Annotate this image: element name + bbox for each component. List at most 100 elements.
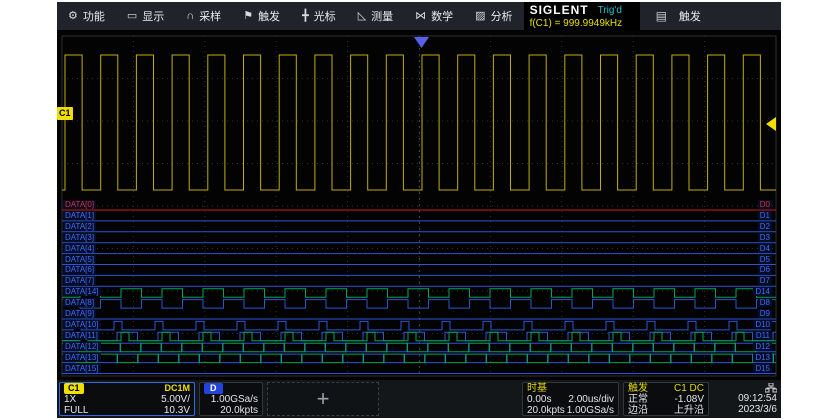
menu-math[interactable]: ⋈ 数学	[404, 2, 464, 30]
menu-acquire[interactable]: ∩ 采样	[175, 2, 232, 30]
menu-function[interactable]: ⚙ 功能	[57, 2, 116, 30]
digital-short-label-D2[interactable]: D2	[757, 221, 772, 231]
c1-probe: 1X	[64, 394, 77, 405]
history-icon[interactable]: ▤	[655, 9, 667, 23]
bottom-status-bar: C1 DC1M 1X 5.00V/ FULL 10.3V D 1.00GSa/s…	[57, 380, 781, 418]
digital-short-label-D7[interactable]: D7	[757, 276, 772, 286]
display-icon: ▭	[126, 9, 138, 22]
frequency-readout: f(C1) = 999.9949kHz	[529, 18, 623, 29]
digital-short-label-D3[interactable]: D3	[757, 232, 772, 242]
clock-box[interactable]: 09:12:54 2023/3/6	[713, 382, 779, 416]
digital-label-D2[interactable]: DATA[2]	[63, 221, 97, 231]
digital-short-label-D5[interactable]: D5	[757, 254, 772, 264]
timebase-box[interactable]: 时基 0.00s 2.00us/div 20.0kpts 1.00GSa/s	[522, 382, 619, 416]
d-sample-rate: 1.00GSa/s	[210, 394, 258, 405]
digital-label-D7[interactable]: DATA[7]	[63, 276, 97, 286]
digital-trace-D12	[62, 342, 776, 353]
digital-label-D12[interactable]: DATA[12]	[63, 341, 101, 351]
trigger-slope: 上升沿	[674, 405, 704, 416]
measure-icon: ◺	[357, 9, 367, 22]
clock-date: 2023/3/6	[738, 404, 777, 415]
trigger-status-badge: Trig'd	[597, 4, 622, 16]
menu-cursor-label: 光标	[313, 11, 336, 23]
menu-acquire-label: 采样	[199, 11, 222, 23]
timebase-scale: 2.00us/div	[568, 394, 614, 405]
digital-short-label-D0[interactable]: D0	[757, 200, 772, 209]
logo-block: SIGLENT Trig'd f(C1) = 999.9949kHz	[523, 2, 640, 30]
trigger-source: C1 DC	[673, 383, 704, 394]
analysis-icon: ▨	[475, 9, 486, 22]
digital-short-label-D14[interactable]: D14	[753, 287, 772, 297]
trigger-level: -1.08V	[674, 394, 704, 405]
digital-label-D1[interactable]: DATA[1]	[63, 210, 97, 220]
digital-label-D4[interactable]: DATA[4]	[63, 243, 97, 253]
menu-items: ⚙ 功能 ▭ 显示 ∩ 采样 ⚑ 触发 ╋ 光标 ◺ 测量 ⋈ 数学 ▨ 分析	[57, 2, 524, 30]
lan-icon	[765, 383, 777, 393]
c1-trace	[62, 54, 776, 191]
math-icon: ⋈	[415, 9, 427, 22]
c1-offset: 10.3V	[163, 405, 190, 416]
digital-trace-D8	[62, 299, 776, 309]
c1-coupling: DC1M	[164, 383, 190, 393]
digital-label-D14[interactable]: DATA[14]	[63, 287, 101, 297]
digital-trace-D13	[62, 353, 776, 364]
menu-trigger[interactable]: ⚑ 触发	[232, 2, 291, 30]
digital-label-D3[interactable]: DATA[3]	[63, 232, 97, 242]
digital-short-label-D1[interactable]: D1	[757, 210, 772, 220]
brand-logo: SIGLENT	[529, 3, 589, 17]
trigger-mode: 正常	[628, 394, 648, 405]
digital-short-label-D13[interactable]: D13	[753, 352, 772, 362]
digital-label-D11[interactable]: DATA[11]	[63, 330, 100, 340]
digital-trace-D11	[62, 331, 776, 342]
digital-label-D8[interactable]: DATA[8]	[63, 298, 97, 308]
digital-label-D15[interactable]: DATA[15]	[63, 363, 101, 373]
trigger-level-marker[interactable]	[766, 117, 776, 131]
trigger-position-marker[interactable]	[414, 37, 429, 48]
c1-channel-box[interactable]: C1 DC1M 1X 5.00V/ FULL 10.3V	[59, 382, 195, 416]
menu-cursor[interactable]: ╋ 光标	[291, 2, 347, 30]
digital-channel-box[interactable]: D 1.00GSa/s 20.0kpts	[199, 382, 263, 416]
menu-analysis-label: 分析	[490, 11, 513, 23]
menu-function-label: 功能	[82, 11, 105, 23]
acquire-icon: ∩	[186, 9, 195, 22]
digital-trace-D10	[62, 320, 776, 331]
digital-short-label-D6[interactable]: D6	[757, 265, 772, 275]
d-badge[interactable]: D	[204, 383, 223, 394]
digital-short-label-D10[interactable]: D10	[753, 319, 772, 329]
trigger-box[interactable]: 触发 C1 DC 正常 -1.08V 边沿 上升沿	[623, 382, 709, 416]
clock-time: 09:12:54	[738, 393, 777, 404]
digital-short-label-D8[interactable]: D8	[757, 298, 772, 308]
digital-trace-D14	[62, 288, 776, 298]
timebase-points: 20.0kpts	[527, 405, 565, 416]
digital-short-label-D11[interactable]: D11	[753, 330, 772, 340]
digital-short-label-D9[interactable]: D9	[757, 309, 772, 318]
c1-badge[interactable]: C1	[64, 383, 84, 394]
menu-measure[interactable]: ◺ 测量	[347, 2, 404, 30]
menu-display-label: 显示	[142, 11, 165, 23]
trigger-type: 边沿	[628, 405, 648, 416]
digital-label-D10[interactable]: DATA[10]	[63, 319, 101, 329]
d-points: 20.0kpts	[220, 405, 258, 416]
trigger-flag-icon: ⚑	[243, 9, 254, 22]
menu-display[interactable]: ▭ 显示	[116, 2, 175, 30]
digital-label-D6[interactable]: DATA[6]	[63, 265, 97, 275]
digital-label-D13[interactable]: DATA[13]	[63, 352, 101, 362]
menu-trigger-label: 触发	[258, 11, 281, 23]
c1-channel-marker[interactable]: C1	[57, 107, 73, 120]
digital-short-label-D12[interactable]: D12	[753, 341, 772, 351]
add-channel-box[interactable]: +	[267, 382, 379, 416]
bottombar-spacer	[383, 382, 518, 416]
digital-short-label-D4[interactable]: D4	[757, 243, 772, 253]
menu-measure-label: 测量	[371, 11, 394, 23]
digital-label-D5[interactable]: DATA[5]	[63, 254, 97, 264]
menu-analysis[interactable]: ▨ 分析	[464, 2, 523, 30]
digital-trace-D11	[62, 331, 776, 342]
digital-label-D0[interactable]: DATA[0]	[63, 200, 97, 209]
add-channel-icon[interactable]: +	[316, 386, 330, 411]
digital-short-label-D15[interactable]: D15	[753, 363, 772, 373]
c1-bandwidth: FULL	[64, 405, 89, 416]
trigger-menu-label[interactable]: 触发	[678, 11, 701, 23]
digital-label-D9[interactable]: DATA[9]	[63, 309, 97, 318]
